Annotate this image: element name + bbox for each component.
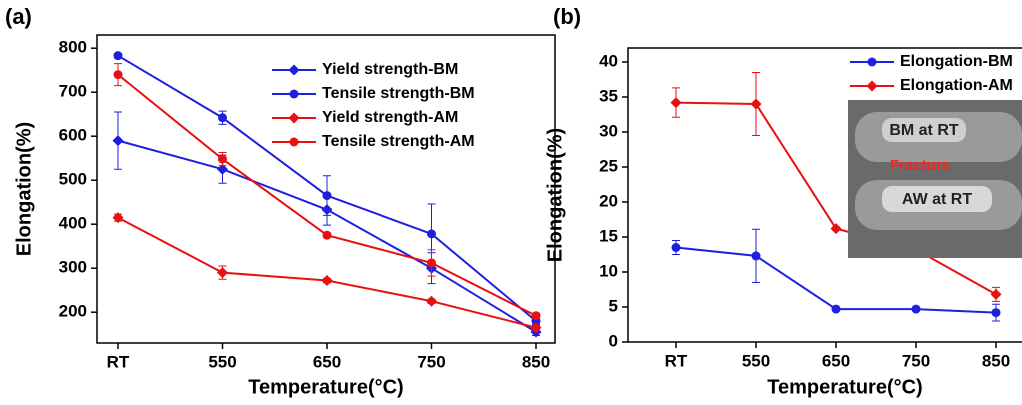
plot-frame — [96, 34, 556, 344]
x-tick-label: RT — [107, 352, 130, 371]
marker — [751, 251, 761, 261]
x-axis-title: Temperature(°C) — [767, 376, 922, 398]
marker — [321, 275, 333, 287]
marker — [750, 98, 762, 110]
y-tick-label: 500 — [59, 170, 87, 189]
marker — [289, 137, 299, 147]
marker — [217, 163, 228, 175]
y-tick-label: 30 — [599, 121, 618, 140]
marker — [830, 223, 842, 235]
y-tick-label: 0 — [609, 331, 618, 350]
legend-label: Yield strength-BM — [322, 61, 458, 78]
y-axis-title: Elongation(%) — [544, 128, 566, 262]
y-axis-title: Elongation(%) — [13, 122, 35, 256]
panel-label: (a) — [5, 4, 32, 29]
legend-label: Tensile strength-AM — [322, 133, 475, 150]
x-tick-label: 850 — [522, 352, 550, 371]
x-tick-label: 750 — [417, 352, 445, 371]
x-tick-label: 550 — [208, 352, 236, 371]
y-tick-label: 5 — [609, 296, 618, 315]
x-axis-title: Temperature(°C) — [248, 376, 403, 398]
legend-label: Tensile strength-BM — [322, 85, 475, 102]
marker — [217, 267, 228, 279]
y-tick-label: 200 — [59, 302, 87, 321]
marker — [218, 154, 227, 164]
plot-frame — [627, 47, 1022, 343]
y-tick-label: 400 — [59, 214, 87, 233]
marker — [670, 97, 682, 109]
x-tick-label: 750 — [902, 351, 930, 370]
marker — [218, 113, 227, 123]
y-tick-label: 15 — [599, 226, 618, 245]
inset-photo: BM at RT Fracture AW at RT — [848, 100, 1022, 258]
marker — [426, 295, 437, 307]
x-tick-label: RT — [665, 351, 688, 370]
label-plate — [882, 118, 966, 142]
x-tick-label: 850 — [982, 351, 1010, 370]
legend-label: Elongation-AM — [900, 77, 1013, 94]
marker — [990, 288, 1002, 300]
x-tick-label: 650 — [822, 351, 850, 370]
marker — [288, 112, 300, 124]
legend-label: Elongation-BM — [900, 53, 1013, 70]
marker — [427, 258, 436, 268]
marker — [113, 70, 123, 80]
x-tick-label: 650 — [313, 352, 341, 371]
marker — [867, 57, 877, 67]
y-tick-label: 20 — [599, 191, 618, 210]
marker — [530, 322, 542, 334]
marker — [113, 51, 123, 61]
y-tick-label: 300 — [59, 258, 87, 277]
x-tick-label: 550 — [742, 351, 770, 370]
legend-label: Yield strength-AM — [322, 109, 458, 126]
y-tick-label: 25 — [599, 156, 618, 175]
marker — [288, 64, 300, 76]
marker — [112, 212, 124, 224]
marker — [427, 229, 436, 239]
marker — [866, 80, 878, 92]
y-tick-label: 40 — [599, 51, 618, 70]
marker — [322, 230, 332, 240]
marker — [911, 304, 921, 314]
y-tick-label: 800 — [59, 38, 87, 57]
marker — [289, 89, 299, 99]
y-tick-label: 35 — [599, 86, 618, 105]
marker — [991, 308, 1001, 318]
y-tick-label: 600 — [59, 126, 87, 145]
marker — [671, 243, 681, 252]
inset-label: AW at RT — [902, 191, 972, 208]
y-tick-label: 10 — [599, 261, 618, 280]
marker — [831, 304, 841, 314]
panel-label: (b) — [553, 4, 581, 29]
y-tick-label: 700 — [59, 82, 87, 101]
inset-label: Fracture — [890, 157, 950, 174]
marker — [112, 135, 124, 147]
chart-panel: (a) 200 300 400 500 600 700 800 RT 550 650 750 850 Te… — [5, 4, 556, 398]
marker — [531, 311, 541, 321]
marker — [322, 191, 332, 201]
label-plate — [882, 186, 992, 212]
inset-label: BM at RT — [889, 122, 959, 139]
